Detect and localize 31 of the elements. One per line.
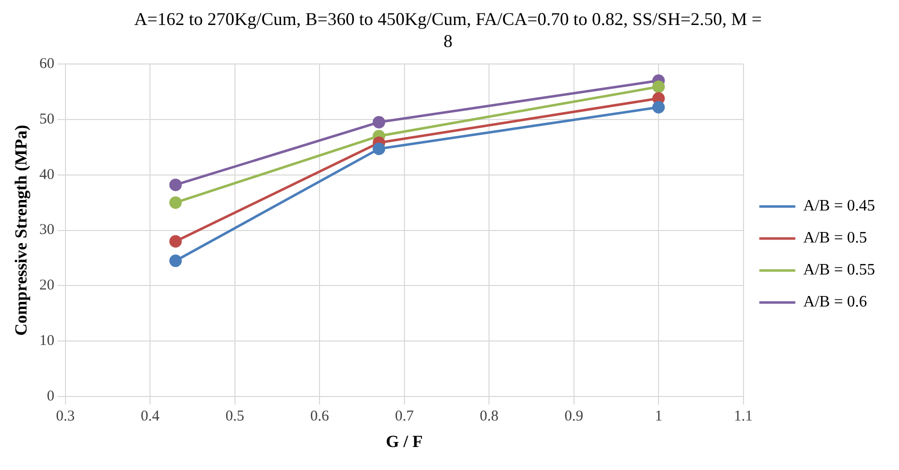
x-tick-label: 0.5 [226,408,244,425]
legend-label: A/B = 0.45 [803,198,876,215]
point [169,254,182,268]
x-tick-label: 0.9 [564,408,584,425]
x-axis-title: G / F [386,432,423,452]
point [169,178,182,192]
legend-label: A/B = 0.5 [803,230,868,247]
y-tick-label: 40 [39,166,54,183]
y-axis-title: Compressive Strength (MPa) [12,124,31,336]
point [372,142,386,156]
y-tick-label: 30 [39,222,54,238]
x-tick-label: 1 [654,408,662,425]
y-tick-label: 50 [39,111,54,128]
point [169,196,182,209]
x-tick-label: 0.7 [394,408,414,425]
y-tick-label: 10 [39,333,54,350]
point [652,80,665,93]
point [652,100,665,114]
point [372,116,386,128]
x-tick-label: 0.4 [140,408,160,425]
y-tick-label: 0 [46,388,54,405]
y-tick-label: 20 [39,278,54,294]
y-tick-label: 60 [39,56,54,72]
chart-title: A=162 to 270Kg/Cum, B=360 to 450Kg/Cum, FA/CA=0.70 to 0.82, SS/SH=2.50, M = 8 [133,8,763,52]
point [169,235,182,248]
legend-label: A/B = 0.55 [803,262,876,279]
x-tick-label: 1.1 [734,408,753,425]
x-tick-label: 0.6 [310,408,330,425]
x-tick-label: 0.3 [56,408,75,425]
x-tick-label: 0.8 [480,408,498,425]
legend-label: A/B = 0.6 [803,294,868,311]
